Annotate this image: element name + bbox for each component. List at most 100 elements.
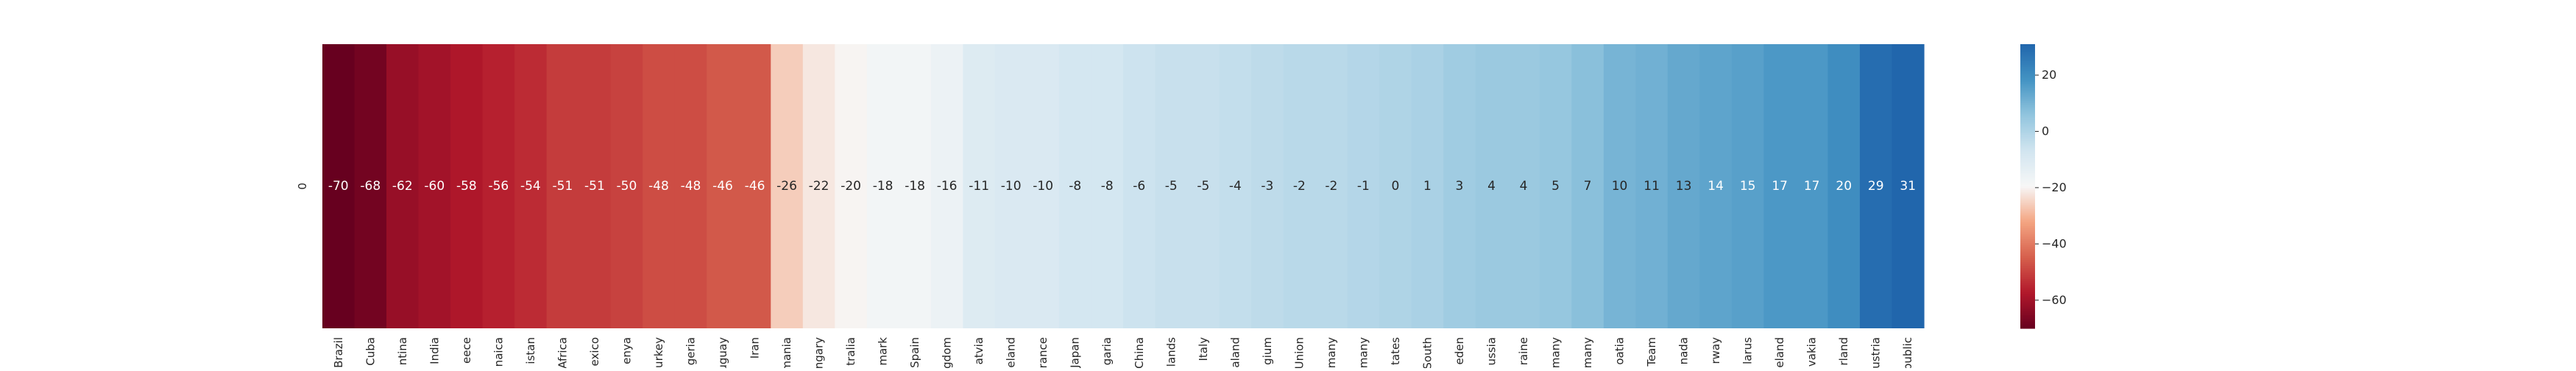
cell-value-label: -8 (1069, 179, 1081, 194)
x-tick-label: rance (1036, 337, 1050, 368)
heatmap-cell (578, 44, 612, 328)
cell-value-label: -8 (1101, 179, 1114, 194)
heatmap-cell (802, 44, 835, 328)
colorbar-segment (2020, 248, 2035, 252)
colorbar-segment (2020, 138, 2035, 141)
colorbar-segment (2020, 190, 2035, 193)
colorbar-segment (2020, 269, 2035, 272)
x-tick-label: tralia (844, 337, 857, 366)
colorbar-segment (2020, 159, 2035, 163)
heatmap-cell (930, 44, 963, 328)
colorbar-tick-label: −40 (2042, 236, 2067, 250)
colorbar-segment (2020, 241, 2035, 244)
colorbar-segment (2020, 267, 2035, 270)
heatmap-cell (1091, 44, 1124, 328)
cell-value-label: -2 (1293, 179, 1306, 194)
colorbar-segment (2020, 78, 2035, 81)
cell-value-label: 1 (1423, 179, 1432, 194)
colorbar-segment (2020, 227, 2035, 230)
x-tick-label: gium (1261, 337, 1274, 365)
heatmap-cell (1571, 44, 1604, 328)
colorbar-segment (2020, 247, 2035, 250)
colorbar-segment (2020, 152, 2035, 155)
heatmap-cell (1251, 44, 1284, 328)
cell-value-label: -51 (553, 179, 573, 194)
colorbar-segment (2020, 258, 2035, 261)
colorbar-segment (2020, 59, 2035, 62)
cell-value-label: 15 (1740, 179, 1756, 194)
colorbar-segment (2020, 188, 2035, 191)
colorbar-segment (2020, 324, 2035, 328)
cell-value-label: -1 (1357, 179, 1370, 194)
x-tick-label: enya (620, 337, 633, 364)
colorbar-segment (2020, 226, 2035, 229)
colorbar-segment (2020, 303, 2035, 306)
cell-value-label: -20 (841, 179, 861, 194)
cell-value-label: 0 (1392, 179, 1400, 194)
heatmap-cell (963, 44, 996, 328)
cell-value-label: -22 (809, 179, 829, 194)
colorbar-segment (2020, 220, 2035, 223)
heatmap-cell (1315, 44, 1348, 328)
colorbar-segment (2020, 172, 2035, 176)
colorbar-segment (2020, 314, 2035, 318)
colorbar-segment (2020, 191, 2035, 194)
x-tick-label: eland (1005, 337, 1018, 368)
y-tick-labels: 0 (296, 183, 309, 190)
x-tick-label: Union (1292, 337, 1306, 368)
heatmap-cell (450, 44, 484, 328)
x-tick-label: geria (684, 337, 697, 365)
heatmap-cell (1379, 44, 1412, 328)
colorbar-segment (2020, 91, 2035, 94)
x-tick-label: many (1356, 337, 1370, 368)
cell-value-label: -5 (1197, 179, 1209, 194)
cell-value-label: 3 (1456, 179, 1464, 194)
colorbar-segment (2020, 182, 2035, 186)
colorbar-segment (2020, 127, 2035, 130)
colorbar-segment (2020, 280, 2035, 283)
colorbar-segment (2020, 180, 2035, 183)
colorbar-segment (2020, 121, 2035, 124)
colorbar-segment (2020, 144, 2035, 147)
cell-value-label: 13 (1676, 179, 1692, 194)
x-tick-label: eland (1773, 337, 1786, 368)
x-tick-label: mark (877, 337, 890, 366)
heatmap-cell (1475, 44, 1508, 328)
colorbar-segment (2020, 313, 2035, 316)
heatmap-cell (1347, 44, 1380, 328)
colorbar-segment (2020, 178, 2035, 181)
x-tick-label: Africa (556, 337, 569, 368)
cell-value-label: -46 (745, 179, 765, 194)
cell-value-label: -11 (969, 179, 989, 194)
heatmap-cell (771, 44, 804, 328)
colorbar-segment (2020, 46, 2035, 49)
cell-value-label: 4 (1520, 179, 1528, 194)
colorbar-segment (2020, 197, 2035, 200)
x-tick-label: nada (1677, 337, 1691, 364)
heatmap-cell (1763, 44, 1797, 328)
heatmap-cell (1411, 44, 1444, 328)
x-tick-labels: Brazil Cuba ntina India eece naica istan Africa… (332, 337, 1914, 371)
colorbar-segment (2020, 309, 2035, 312)
colorbar-segment (2020, 184, 2035, 187)
colorbar-segment (2020, 137, 2035, 140)
colorbar-segment (2020, 271, 2035, 274)
colorbar-segment (2020, 66, 2035, 70)
colorbar-segment (2020, 97, 2035, 100)
cell-value-label: 17 (1804, 179, 1820, 194)
colorbar-segment (2020, 106, 2035, 110)
heatmap-cell (674, 44, 707, 328)
colorbar-segment (2020, 135, 2035, 138)
colorbar-segment (2020, 199, 2035, 202)
cell-value-label: 20 (1836, 179, 1852, 194)
x-tick-label: Iran (749, 337, 762, 358)
cell-value-label: -56 (488, 179, 509, 194)
heatmap-cell (418, 44, 451, 328)
colorbar-segment (2020, 125, 2035, 128)
colorbar-segment (2020, 52, 2035, 54)
colorbar-segment (2020, 142, 2035, 145)
colorbar-segment (2020, 114, 2035, 117)
colorbar-segment (2020, 82, 2035, 85)
heatmap-cell (1507, 44, 1540, 328)
colorbar-segment (2020, 68, 2035, 71)
